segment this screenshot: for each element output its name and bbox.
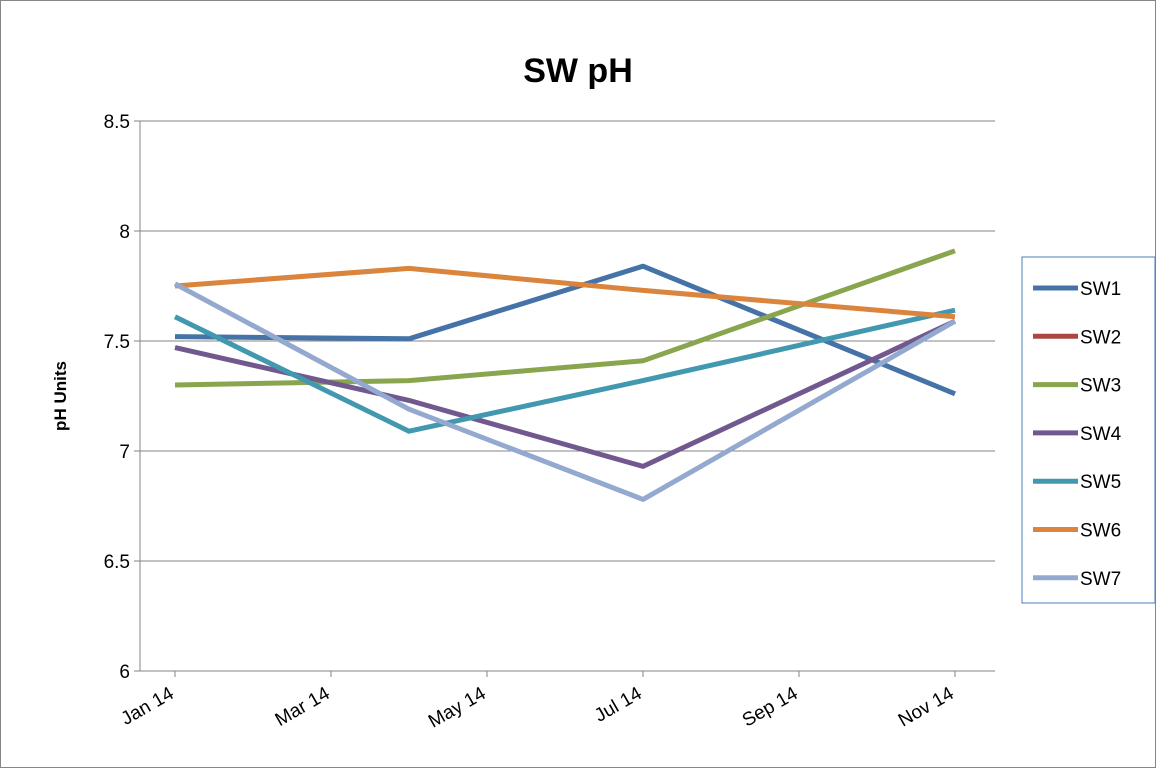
series-line xyxy=(174,263,956,397)
series-line xyxy=(173,307,956,434)
legend-label: SW4 xyxy=(1080,424,1122,445)
y-tick-label: 6.5 xyxy=(104,552,130,573)
legend-label: SW3 xyxy=(1080,376,1121,397)
chart-title: SW pH xyxy=(523,52,633,90)
legend-label: SW2 xyxy=(1080,327,1121,348)
legend-label: SW1 xyxy=(1080,279,1121,300)
y-tick-label: 7 xyxy=(119,442,130,463)
y-tick-label: 8 xyxy=(119,222,130,243)
legend-label: SW6 xyxy=(1080,521,1121,542)
y-tick-label: 6 xyxy=(119,662,130,683)
y-axis-label: pH Units xyxy=(51,361,70,431)
series-line xyxy=(174,265,956,320)
y-tick-label: 7.5 xyxy=(104,332,130,353)
legend-box xyxy=(1021,256,1156,604)
legend-label: SW5 xyxy=(1080,472,1121,493)
y-tick-label: 8.5 xyxy=(104,112,130,133)
legend-label: SW7 xyxy=(1080,569,1121,590)
series-line xyxy=(173,281,957,502)
